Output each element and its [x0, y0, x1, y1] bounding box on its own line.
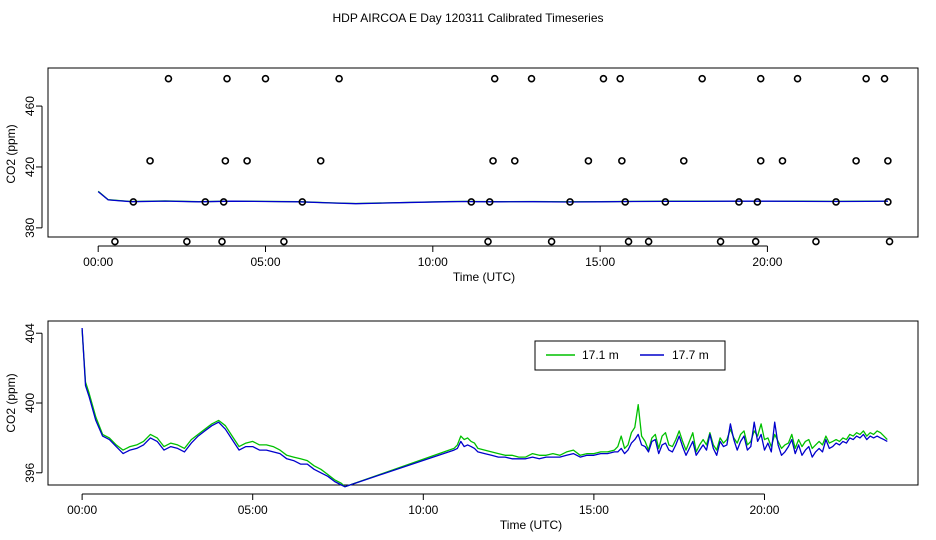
calibration-point	[146, 157, 154, 165]
legend-label: 17.7 m	[672, 348, 709, 362]
plot-frame	[47, 67, 919, 238]
calibration-point	[778, 157, 787, 165]
calibration-point	[661, 198, 670, 206]
x-tick-label: 00:00	[83, 255, 113, 269]
x-tick-label: 05:00	[250, 255, 280, 269]
calibration-point	[884, 157, 892, 165]
calibration-point	[832, 198, 840, 206]
x-axis-label: Time (UTC)	[453, 270, 515, 284]
calibration-point	[335, 74, 343, 83]
calibration-point	[547, 237, 556, 246]
calibration-point	[218, 237, 226, 246]
x-tick-label: 10:00	[418, 255, 448, 269]
calibration-point	[219, 198, 228, 206]
x-axis-label: Time (UTC)	[500, 518, 562, 532]
calibration-point	[812, 237, 820, 246]
calibration-point	[621, 198, 630, 206]
calibration-point	[644, 237, 653, 246]
bottom-panel: 00:00 05:00 10:00 15:00 20:00 Time (UTC) 396 40…	[4, 320, 919, 532]
calibration-point	[698, 74, 706, 83]
calibration-point	[243, 157, 251, 165]
calibration-point	[527, 74, 536, 83]
legend-box	[534, 340, 726, 371]
x-tick-label: 10:00	[408, 503, 438, 517]
calibration-point	[599, 74, 608, 83]
calibration-point	[164, 74, 173, 83]
calibration-point	[884, 198, 892, 206]
y-tick-label: 380	[23, 218, 37, 238]
calibration-point	[751, 237, 760, 246]
legend: 17.1 m 17.7 m	[534, 340, 726, 371]
calibration-point	[510, 157, 519, 165]
x-tick-label: 15:00	[585, 255, 615, 269]
calibration-point	[485, 198, 494, 206]
calibration-point	[489, 157, 497, 165]
calibration-point	[862, 74, 870, 83]
calibration-point	[129, 198, 138, 206]
calibration-point	[880, 74, 889, 83]
top-panel: 00:00 05:00 10:00 15:00 20:00 Time (UTC) 380 42…	[4, 67, 919, 284]
calibration-point	[756, 157, 765, 165]
x-tick-label: 15:00	[579, 503, 609, 517]
series-line	[81, 327, 888, 488]
y-tick-label: 400	[23, 393, 37, 413]
y-tick-label: 404	[23, 323, 37, 343]
y-tick-label: 420	[23, 157, 37, 177]
calibration-point	[679, 157, 688, 165]
x-tick-label: 00:00	[67, 503, 97, 517]
calibration-point	[735, 198, 743, 206]
calibration-point	[201, 198, 210, 206]
calibration-point	[484, 237, 492, 246]
y-axis-label: CO2 (ppm)	[4, 373, 18, 432]
chart-title: HDP AIRCOA E Day 120311 Calibrated Times…	[332, 11, 603, 25]
legend-label: 17.1 m	[582, 348, 619, 362]
calibration-point	[618, 157, 626, 165]
calibration-point	[756, 74, 765, 83]
calibration-point	[221, 157, 230, 165]
calibration-point	[261, 74, 270, 83]
calibration-point	[280, 237, 288, 246]
calibration-point	[852, 157, 860, 165]
calibration-point	[316, 157, 325, 165]
calibration-point	[616, 74, 624, 83]
y-axis-label: CO2 (ppm)	[4, 124, 18, 183]
series-line	[81, 329, 888, 488]
y-tick-label: 460	[23, 96, 37, 116]
calibration-point	[566, 198, 574, 206]
calibration-point	[885, 237, 894, 246]
series-line	[97, 191, 888, 205]
calibration-point	[716, 237, 725, 246]
calibration-point	[624, 237, 633, 246]
x-tick-label: 20:00	[752, 255, 782, 269]
y-tick-label: 396	[23, 462, 37, 482]
calibration-point	[183, 237, 191, 246]
x-tick-label: 20:00	[749, 503, 779, 517]
calibration-point	[490, 74, 499, 83]
calibration-point	[467, 198, 476, 206]
calibration-point	[298, 198, 307, 206]
calibration-point	[223, 74, 231, 83]
plot-frame	[47, 320, 919, 486]
calibration-point	[584, 157, 593, 165]
x-tick-label: 05:00	[238, 503, 268, 517]
calibration-point	[753, 198, 762, 206]
calibration-point	[793, 74, 802, 83]
calibration-point	[111, 237, 119, 246]
